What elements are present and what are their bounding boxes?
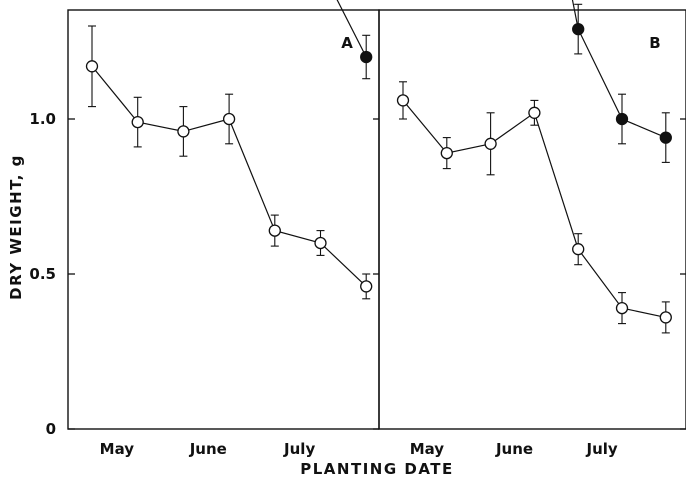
- data-point-open: [131, 115, 144, 129]
- y-tick-label: 1.0: [29, 110, 56, 128]
- panels: May June July A May June July B: [67, 0, 686, 458]
- data-point-filled: [615, 112, 629, 126]
- x-tick-label: June: [189, 440, 227, 458]
- data-point-open: [484, 137, 497, 150]
- y-tick-label: 0: [46, 420, 56, 438]
- x-tick-label: June: [495, 440, 533, 458]
- series-1: [85, 25, 373, 300]
- data-point-open: [314, 236, 327, 250]
- data-point-open: [360, 280, 373, 293]
- data-point-open: [396, 94, 410, 107]
- x-tick-label: May: [410, 440, 445, 458]
- panel-b: May June July B: [378, 0, 686, 458]
- data-point-open: [268, 224, 281, 237]
- data-point-open: [528, 106, 541, 119]
- series-line: [336, 0, 367, 58]
- data-point-filled: [360, 50, 373, 64]
- data-point-filled: [572, 22, 585, 36]
- y-axis: 00.51.01.52.02.5: [29, 110, 75, 438]
- series-0: [571, 0, 672, 163]
- panel-frame: [67, 9, 380, 430]
- data-point-open: [222, 112, 236, 126]
- series-1: [396, 81, 672, 334]
- y-axis-title: DRY WEIGHT, g: [7, 154, 25, 300]
- data-point-open: [85, 60, 99, 73]
- data-point-open: [440, 146, 453, 160]
- panel-frame: [378, 9, 686, 430]
- x-tick-label: July: [586, 440, 618, 458]
- data-point-open: [177, 125, 190, 138]
- series-0: [336, 0, 373, 80]
- data-point-open: [572, 243, 585, 256]
- data-point-filled: [659, 131, 672, 144]
- x-tick-label: July: [283, 440, 315, 458]
- x-axis-title: PLANTING DATE: [300, 460, 454, 478]
- x-tick-label: May: [100, 440, 135, 458]
- panel-label: B: [649, 34, 660, 52]
- data-point-open: [659, 311, 672, 324]
- series-line: [402, 100, 666, 318]
- data-point-open: [615, 301, 629, 315]
- panel-label: A: [341, 34, 353, 52]
- y-tick-label: 0.5: [29, 265, 56, 283]
- panel-a: May June July A: [67, 0, 380, 458]
